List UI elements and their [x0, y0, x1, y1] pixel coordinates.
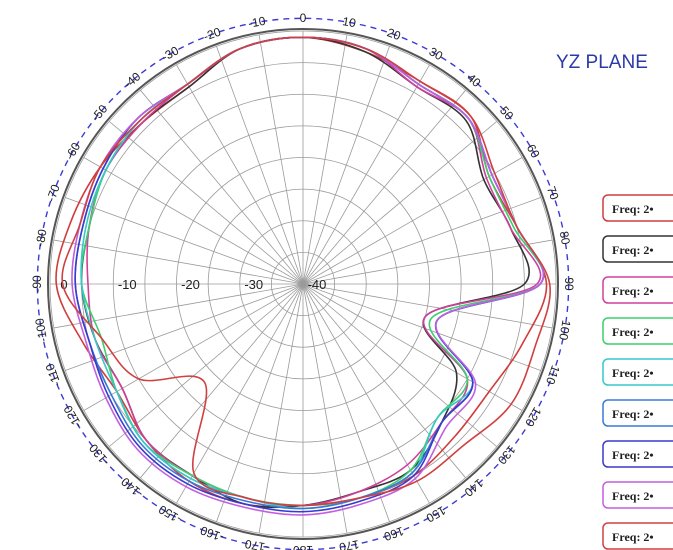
angle-tick-label: -120: [61, 403, 85, 431]
angle-tick-label: -90: [30, 275, 44, 293]
legend-item: Freq: 2•: [602, 440, 673, 468]
legend-label: Freq: 2•: [612, 366, 654, 380]
angle-tick-label: 0: [300, 11, 307, 25]
angle-tick-label: 180: [293, 543, 313, 550]
angle-tick-label: 160: [382, 524, 406, 544]
legend-label: Freq: 2•: [612, 284, 654, 298]
angle-tick-label: -80: [33, 228, 50, 248]
angle-tick-label: 20: [385, 25, 403, 43]
legend-label: Freq: 2•: [612, 448, 654, 462]
angle-tick-label: -70: [44, 182, 63, 203]
radial-tick-label: -10: [118, 277, 137, 292]
legend-box: [602, 235, 673, 263]
legend-item: Freq: 2•: [602, 194, 673, 222]
angle-tick-label: -150: [156, 502, 184, 526]
angle-tick-label: 170: [338, 537, 360, 550]
radial-tick-label: -20: [181, 277, 200, 292]
grid-ring: [207, 188, 399, 380]
grid-ring: [270, 251, 336, 317]
reference-ring: [36, 17, 570, 550]
legend-label: Freq: 2•: [612, 325, 654, 339]
polar-grid: [36, 17, 570, 550]
angle-tick-label: 90: [562, 277, 576, 291]
chart-title: YZ PLANE: [556, 52, 648, 73]
radial-tick-label: 0: [60, 277, 67, 292]
grid-ring: [112, 93, 494, 475]
series-line: [55, 36, 548, 508]
angle-tick-label: -10: [247, 14, 267, 31]
series-group: [55, 36, 552, 516]
legend-box: [602, 481, 673, 509]
grid-ring: [239, 220, 367, 348]
legend-box: [602, 276, 673, 304]
legend-label: Freq: 2•: [612, 243, 654, 257]
legend-label: Freq: 2•: [612, 530, 654, 544]
radial-tick-label: -40: [308, 277, 327, 292]
angle-tick-label: -20: [202, 25, 223, 44]
legend-item: Freq: 2•: [602, 235, 673, 263]
angle-tick-label: -130: [86, 441, 112, 469]
grid-ring: [176, 157, 430, 411]
legend-box: [602, 358, 673, 386]
grid-ring: [144, 125, 462, 443]
angle-tick-label: 30: [427, 44, 446, 63]
angle-tick-label: 100: [556, 319, 573, 341]
legend-item: Freq: 2•: [602, 317, 673, 345]
angle-tick-label: 50: [497, 104, 517, 123]
radial-labels: 0 -10 -20 -30 -40: [60, 277, 326, 292]
angle-tick-label: 110: [543, 364, 563, 387]
angle-tick-label: 10: [341, 14, 357, 30]
legend-label: Freq: 2•: [612, 407, 654, 421]
legend: Freq: 2• Freq: 2• Freq: 2• Freq: 2• Freq: 2•…: [602, 194, 673, 550]
legend-item: Freq: 2•: [602, 276, 673, 304]
legend-box: [602, 317, 673, 345]
angle-tick-label: -170: [243, 537, 269, 550]
angle-tick-label: 140: [461, 476, 486, 500]
angle-tick-label: 130: [495, 443, 519, 468]
legend-item: Freq: 2•: [602, 358, 673, 386]
legend-box: [602, 440, 673, 468]
legend-item: Freq: 2•: [602, 522, 673, 550]
legend-box: [602, 522, 673, 550]
angle-tick-label: 70: [544, 184, 562, 202]
series-line: [61, 36, 552, 507]
legend-item: Freq: 2•: [602, 399, 673, 427]
legend-item: Freq: 2•: [602, 481, 673, 509]
legend-label: Freq: 2•: [612, 202, 654, 216]
grid-ring: [49, 30, 557, 538]
angle-tick-label: 80: [557, 230, 573, 246]
legend-label: Freq: 2•: [612, 489, 654, 503]
radial-tick-label: -30: [244, 277, 263, 292]
outer-ring: [47, 28, 559, 540]
legend-box: [602, 399, 673, 427]
angle-tick-label: -100: [32, 317, 50, 343]
legend-box: [602, 194, 673, 222]
angle-tick-label: 60: [524, 142, 543, 161]
